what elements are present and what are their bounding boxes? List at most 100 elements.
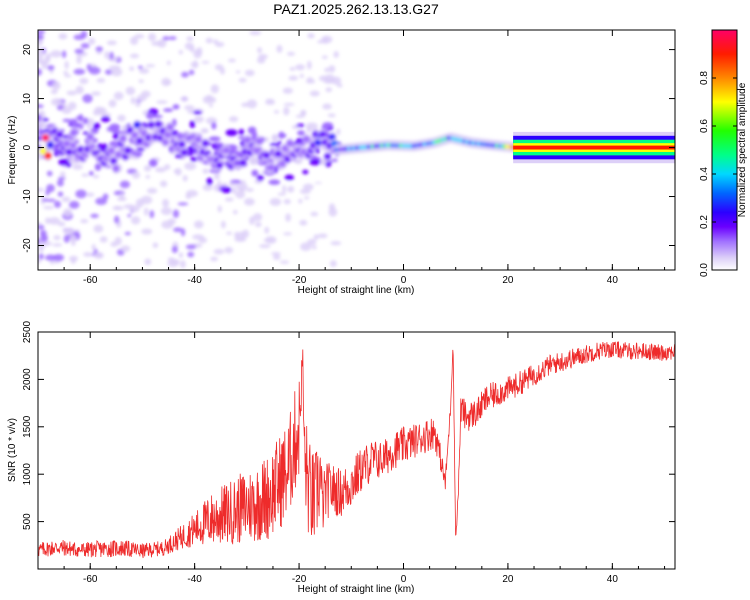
spectrogram-noise-cell bbox=[287, 185, 295, 193]
spectrogram-noise-cell bbox=[95, 197, 108, 206]
spectrogram-noise-cell bbox=[276, 44, 283, 53]
spectrogram-noise-cell bbox=[198, 237, 208, 244]
spectrogram-noise-cell bbox=[299, 73, 304, 79]
colorbar: 0.0 0.2 0.4 0.6 0.8 Normalized spectral ampl… bbox=[699, 29, 748, 277]
spectrogram-noise-cell bbox=[317, 40, 326, 44]
spectrogram-xtick-label: -20 bbox=[292, 275, 307, 286]
spectrogram-scatter-cell bbox=[42, 117, 49, 122]
spectrogram-noise-cell bbox=[38, 258, 42, 264]
spectrogram-noise-cell bbox=[117, 114, 126, 122]
spectrogram-ridge-cell bbox=[119, 135, 127, 143]
snr-xlabel: Height of straight line (km) bbox=[298, 584, 415, 595]
spectrogram-noise-cell bbox=[143, 207, 149, 216]
snr-ytick-label: 500 bbox=[22, 513, 33, 530]
spectrogram-noise-cell bbox=[63, 227, 74, 236]
spectrogram-noise-cell bbox=[269, 198, 282, 206]
spectrogram-noise-cell bbox=[48, 217, 61, 225]
spectrogram-noise-cell bbox=[165, 80, 172, 85]
spectrogram-noise-cell bbox=[145, 64, 156, 68]
spectrogram-noise-cell bbox=[53, 200, 62, 208]
spectrogram-noise-cell bbox=[91, 91, 101, 96]
snr-xtick-label: -60 bbox=[83, 574, 98, 585]
spectrogram-frame bbox=[37, 29, 676, 271]
spectrogram-noise-cell bbox=[210, 84, 220, 94]
spectrogram-noise-cell bbox=[246, 99, 258, 109]
spectrogram-noise-cell bbox=[38, 30, 46, 35]
spectrogram-scatter-cell bbox=[38, 136, 42, 141]
spectrogram-noise-cell bbox=[127, 214, 132, 218]
spectrogram-scatter-cell bbox=[65, 163, 72, 168]
spectrogram-noise-cell bbox=[328, 65, 336, 73]
spectrogram-noise-cell bbox=[146, 187, 158, 194]
spectrogram-noise-cell bbox=[143, 165, 152, 172]
spectrogram-noise-cell bbox=[323, 79, 335, 84]
spectrogram-ridge-cell bbox=[56, 130, 64, 138]
spectrogram-ytick-label: 0 bbox=[22, 144, 33, 150]
snr-xtick-label: 0 bbox=[401, 574, 407, 585]
spectrogram-ridge-cell bbox=[302, 135, 310, 143]
spectrogram-ridge-cell bbox=[154, 120, 162, 128]
spectrogram-noise-cell bbox=[310, 211, 319, 217]
spectrogram-noise-cell bbox=[130, 97, 136, 105]
spectrogram-ridge-cell bbox=[319, 130, 327, 138]
spectrogram-ridge-cell bbox=[114, 151, 122, 159]
spectrogram-noise-cell bbox=[184, 105, 195, 111]
spectrogram-noise-cell bbox=[213, 172, 220, 180]
spectrogram-noise-cell bbox=[277, 192, 286, 196]
spectrogram-noise-cell bbox=[129, 53, 140, 59]
spectrogram-noise-cell bbox=[210, 256, 219, 262]
spectrogram-noise-cell bbox=[113, 206, 121, 210]
spectrogram-scatter-cell bbox=[302, 169, 309, 175]
spectrogram-ridge-cell bbox=[255, 137, 263, 145]
spectrogram-noise-cell bbox=[44, 217, 51, 225]
spectrogram-noise-cell bbox=[307, 60, 312, 70]
spectrogram-noise-cell bbox=[68, 200, 80, 209]
spectrogram-noise-cell bbox=[61, 106, 72, 115]
spectrogram-ridge-cell bbox=[65, 148, 73, 156]
snr-line bbox=[38, 341, 675, 559]
spectrogram-noise-cell bbox=[214, 41, 225, 48]
spectrogram-noise-cell bbox=[180, 96, 189, 102]
spectrogram-noise-cell bbox=[162, 36, 170, 41]
spectrogram-noise-cell bbox=[220, 67, 225, 75]
spectrogram-noise-cell bbox=[187, 251, 195, 258]
spectrogram-scatter-cell bbox=[38, 128, 44, 136]
spectrogram-noise-cell bbox=[157, 39, 167, 48]
spectrogram-scatter-cell bbox=[271, 134, 279, 142]
spectrogram-noise-cell bbox=[167, 259, 179, 268]
spectrogram-ridge-cell bbox=[215, 161, 223, 169]
spectrogram-noise-cell bbox=[38, 224, 45, 230]
spectrogram-noise-cell bbox=[316, 183, 322, 190]
spectrogram-scatter-cell bbox=[256, 174, 264, 181]
spectrogram-noise-cell bbox=[217, 205, 222, 213]
spectrogram-ridge-cell bbox=[180, 148, 188, 156]
spectrogram-noise-cell bbox=[72, 163, 83, 170]
spectrogram-noise-cell bbox=[336, 128, 341, 136]
spectrogram-ridge-cell bbox=[267, 164, 275, 172]
spectrogram-scatter-cell bbox=[93, 122, 101, 130]
spectrogram-scatter-cell bbox=[136, 147, 145, 152]
spectrogram-noise-cell bbox=[93, 224, 104, 233]
spectrogram-noise-cell bbox=[104, 69, 113, 75]
spectrogram-scatter-cell bbox=[99, 145, 107, 152]
spectrogram-noise-cell bbox=[113, 91, 124, 101]
colorbar-label: Normalized spectral amplitude bbox=[737, 82, 748, 217]
figure-title: PAZ1.2025.262.13.13.G27 bbox=[273, 1, 439, 17]
spectrogram-noise-cell bbox=[333, 51, 339, 59]
spectrogram-noise-cell bbox=[61, 196, 71, 203]
spectrogram-noise-cell bbox=[116, 196, 127, 202]
spectrogram-noise-cell bbox=[80, 218, 89, 224]
spectrogram-noise-cell bbox=[135, 102, 141, 107]
spectrogram-noise-cell bbox=[282, 184, 287, 194]
spectrogram-scatter-cell bbox=[238, 128, 245, 136]
spectrogram-noise-cell bbox=[147, 33, 157, 42]
spectrogram-ridge-cell bbox=[44, 152, 52, 160]
spectrogram-noise-cell bbox=[145, 175, 151, 179]
spectrogram-scatter-cell bbox=[62, 118, 71, 123]
spectrogram-noise-cell bbox=[337, 83, 343, 88]
spectrogram-scatter-cell bbox=[189, 120, 196, 129]
spectrogram-ridge-cell bbox=[222, 146, 230, 154]
spectrogram-noise-cell bbox=[304, 196, 310, 200]
spectrogram-ridge-cell bbox=[70, 129, 78, 137]
